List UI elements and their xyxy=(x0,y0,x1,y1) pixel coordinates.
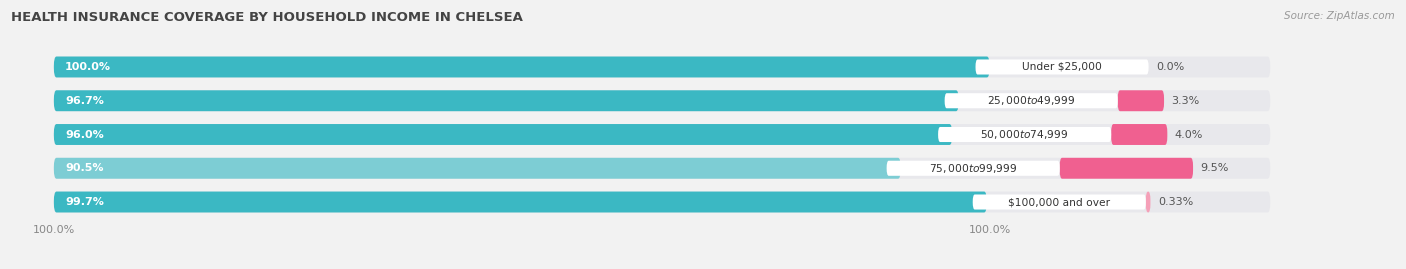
FancyBboxPatch shape xyxy=(53,90,959,111)
Text: $100,000 and over: $100,000 and over xyxy=(1008,197,1111,207)
Text: 96.0%: 96.0% xyxy=(65,129,104,140)
FancyBboxPatch shape xyxy=(53,158,901,179)
FancyBboxPatch shape xyxy=(1118,90,1164,111)
FancyBboxPatch shape xyxy=(53,158,1270,179)
FancyBboxPatch shape xyxy=(1111,124,1167,145)
FancyBboxPatch shape xyxy=(887,161,1060,176)
FancyBboxPatch shape xyxy=(53,124,1270,145)
Text: 9.5%: 9.5% xyxy=(1201,163,1229,173)
FancyBboxPatch shape xyxy=(973,194,1146,210)
Text: 0.0%: 0.0% xyxy=(1156,62,1184,72)
Text: $50,000 to $74,999: $50,000 to $74,999 xyxy=(980,128,1069,141)
FancyBboxPatch shape xyxy=(1060,158,1194,179)
FancyBboxPatch shape xyxy=(53,192,987,213)
Text: 0.33%: 0.33% xyxy=(1159,197,1194,207)
FancyBboxPatch shape xyxy=(53,56,990,77)
Text: 90.5%: 90.5% xyxy=(65,163,104,173)
FancyBboxPatch shape xyxy=(976,59,1149,75)
Text: HEALTH INSURANCE COVERAGE BY HOUSEHOLD INCOME IN CHELSEA: HEALTH INSURANCE COVERAGE BY HOUSEHOLD I… xyxy=(11,11,523,24)
Text: $25,000 to $49,999: $25,000 to $49,999 xyxy=(987,94,1076,107)
Text: $75,000 to $99,999: $75,000 to $99,999 xyxy=(929,162,1018,175)
Text: 3.3%: 3.3% xyxy=(1171,96,1199,106)
FancyBboxPatch shape xyxy=(53,192,1270,213)
Text: 99.7%: 99.7% xyxy=(65,197,104,207)
Text: 100.0%: 100.0% xyxy=(65,62,111,72)
Text: Source: ZipAtlas.com: Source: ZipAtlas.com xyxy=(1284,11,1395,21)
FancyBboxPatch shape xyxy=(53,56,1270,77)
FancyBboxPatch shape xyxy=(938,127,1111,142)
Text: 96.7%: 96.7% xyxy=(65,96,104,106)
FancyBboxPatch shape xyxy=(945,93,1118,108)
Text: Under $25,000: Under $25,000 xyxy=(1022,62,1102,72)
FancyBboxPatch shape xyxy=(53,90,1270,111)
FancyBboxPatch shape xyxy=(1146,192,1150,213)
Text: 4.0%: 4.0% xyxy=(1175,129,1204,140)
FancyBboxPatch shape xyxy=(53,124,952,145)
